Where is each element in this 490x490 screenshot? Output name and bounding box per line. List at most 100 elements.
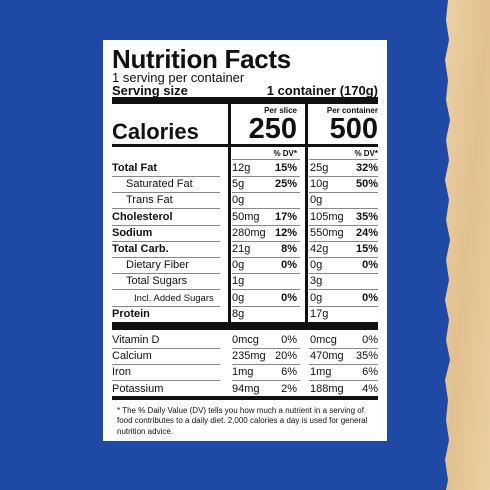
amount: 550mg — [310, 226, 344, 239]
column-header: Per slice — [264, 106, 297, 115]
row-rule — [309, 364, 378, 366]
dv-header: % DV* — [273, 149, 297, 158]
row-rule — [309, 289, 378, 291]
daily-value: 35% — [355, 210, 378, 223]
row-rule — [232, 176, 300, 177]
nutrient-name: Trans Fat — [126, 194, 173, 207]
daily-value: 6% — [362, 366, 378, 379]
nutrient-name: Total Fat — [112, 162, 158, 174]
row-rule — [309, 273, 378, 275]
serving-size: 1 container (170g) — [266, 83, 378, 98]
footnote: * The % Daily Value (DV) tells you how m… — [117, 406, 368, 436]
amount: 1mg — [232, 366, 254, 379]
daily-value: 12% — [274, 226, 297, 239]
row-rule — [232, 192, 300, 194]
row-rule — [232, 273, 300, 275]
row-rule — [309, 159, 378, 160]
row-rule — [232, 289, 300, 291]
amount: 0g — [310, 259, 323, 272]
row-rule — [232, 208, 300, 210]
calories-label: Calories — [112, 119, 199, 144]
thick-rule — [112, 322, 378, 330]
daily-value: 4% — [362, 382, 378, 395]
amount: 188mg — [310, 382, 344, 395]
medium-rule — [112, 144, 378, 147]
daily-value: 0% — [362, 291, 378, 304]
amount: 280mg — [232, 226, 266, 239]
amount: 0mcg — [310, 334, 337, 346]
nutrient-name: Total Carb. — [112, 243, 169, 255]
row-rule — [232, 380, 300, 382]
nutrient-name: Cholesterol — [112, 210, 173, 223]
nutrient-name: Incl. Added Sugars — [134, 292, 214, 304]
row-rule — [232, 364, 300, 366]
amount: 5g — [232, 178, 245, 191]
row-rule — [232, 305, 300, 307]
daily-value: 35% — [355, 350, 378, 363]
row-rule — [112, 273, 220, 275]
dv-header: % DV* — [354, 149, 378, 158]
row-rule — [309, 380, 378, 382]
amount: 12g — [232, 162, 251, 174]
row-rule — [112, 257, 220, 258]
row-rule — [309, 257, 378, 258]
amount: 0g — [310, 291, 323, 304]
label-background — [103, 40, 387, 441]
daily-value: 0% — [281, 259, 297, 272]
daily-value: 24% — [355, 226, 378, 239]
amount: 0g — [232, 194, 245, 207]
daily-value: 17% — [274, 210, 297, 223]
row-rule — [112, 192, 220, 194]
amount: 50mg — [232, 210, 260, 223]
row-rule — [309, 192, 378, 194]
calories-value: 500 — [329, 113, 378, 145]
amount: 235mg — [232, 350, 266, 363]
nutrient-name: Saturated Fat — [126, 178, 193, 191]
amount: 21g — [232, 243, 251, 255]
row-rule — [112, 348, 220, 349]
row-rule — [232, 224, 300, 226]
amount: 0g — [232, 259, 245, 272]
row-rule — [112, 364, 220, 366]
amount: 17g — [310, 307, 329, 320]
daily-value: 15% — [355, 243, 378, 255]
title: Nutrition Facts — [112, 44, 291, 74]
row-rule — [112, 176, 220, 177]
daily-value: 8% — [281, 243, 297, 255]
row-rule — [112, 224, 220, 226]
nutrient-name: Dietary Fiber — [126, 259, 189, 272]
serving-size-label: Serving size — [112, 83, 188, 98]
amount: 94mg — [232, 382, 260, 395]
amount: 42g — [310, 243, 329, 255]
amount: 105mg — [310, 210, 344, 223]
amount: 8g — [232, 307, 245, 320]
column-divider — [228, 104, 231, 330]
nutrient-name: Sodium — [112, 226, 153, 239]
row-rule — [309, 208, 378, 210]
row-rule — [309, 305, 378, 307]
row-rule — [232, 257, 300, 258]
daily-value: 2% — [281, 382, 297, 395]
row-rule — [309, 224, 378, 226]
amount: 1g — [232, 275, 245, 288]
calories-value: 250 — [248, 113, 297, 145]
nutrient-name: Total Sugars — [126, 275, 188, 288]
daily-value: 0% — [362, 259, 378, 272]
amount: 25g — [310, 162, 329, 174]
amount: 1mg — [310, 366, 332, 379]
row-rule — [112, 305, 220, 307]
thick-rule — [112, 97, 378, 104]
column-divider — [305, 104, 308, 330]
daily-value: 15% — [274, 162, 297, 174]
nutrient-name: Calcium — [112, 350, 152, 363]
row-rule — [309, 348, 378, 349]
servings: 1 serving per container — [112, 70, 245, 85]
row-rule — [112, 240, 220, 242]
daily-value: 20% — [274, 350, 297, 363]
daily-value: 50% — [355, 178, 378, 191]
wood — [445, 0, 490, 490]
column-header: Per container — [326, 106, 378, 115]
daily-value: 32% — [355, 162, 378, 174]
